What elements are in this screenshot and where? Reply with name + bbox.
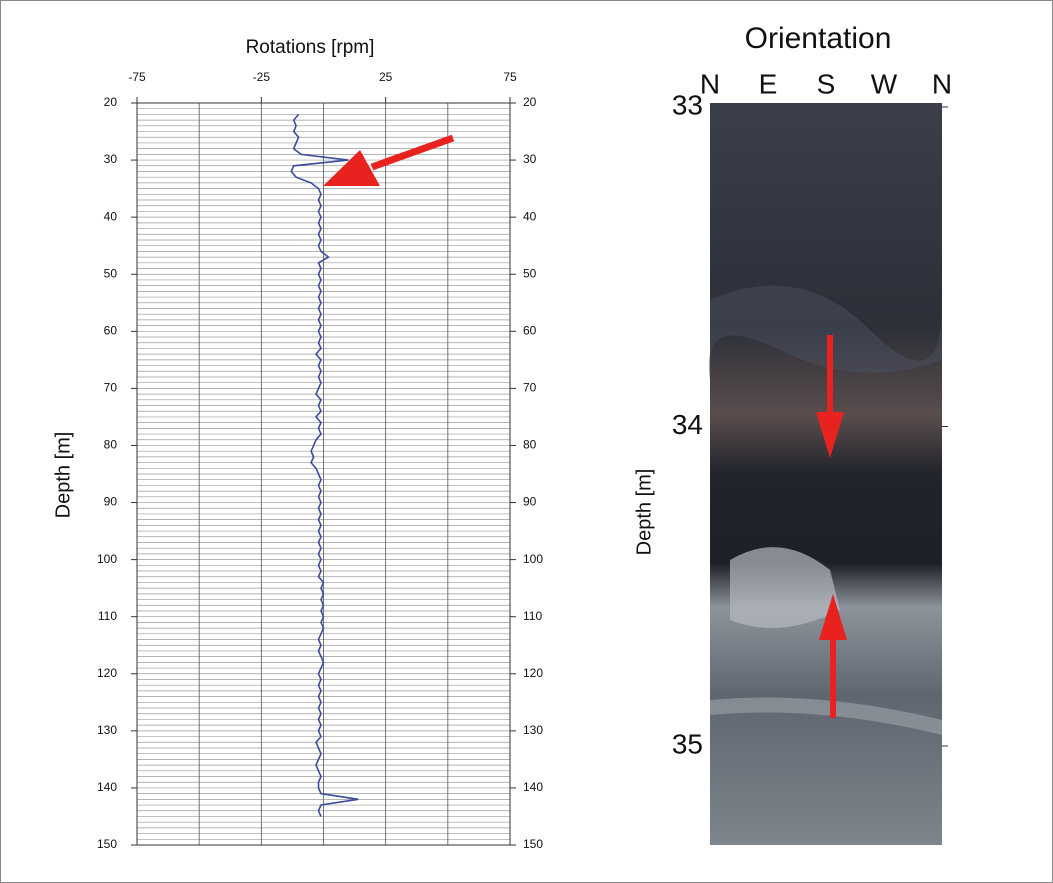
- y-tick-label: 33: [672, 89, 703, 120]
- arrow: [370, 134, 455, 171]
- y-axis-label: Depth [m]: [52, 432, 74, 519]
- x-tick-label: E: [759, 68, 778, 99]
- x-tick-label: 75: [503, 70, 517, 84]
- y-tick-label: 20: [104, 95, 118, 109]
- y-tick-label: 140: [97, 780, 117, 794]
- y-tick-label: 50: [104, 266, 118, 280]
- arrow: [323, 150, 380, 186]
- y-tick-label: 34: [672, 409, 703, 440]
- chart-title: Rotations [rpm]: [246, 37, 375, 58]
- y-tick-label: 80: [104, 438, 118, 452]
- y-tick-label: 90: [104, 495, 118, 509]
- x-tick-label: N: [932, 68, 952, 99]
- y-tick-label: 50: [523, 266, 537, 280]
- y-tick-label: 100: [97, 552, 117, 566]
- chart-title: Orientation: [745, 22, 892, 55]
- x-tick-label: N: [700, 68, 720, 99]
- y-tick-label: 30: [104, 152, 118, 166]
- x-tick-label: S: [817, 68, 836, 99]
- core-texture: [710, 697, 942, 735]
- core-texture: [730, 547, 840, 628]
- arrow: [819, 594, 847, 640]
- x-tick-label: W: [871, 68, 898, 99]
- y-tick-label: 100: [523, 552, 543, 566]
- y-tick-label: 70: [104, 381, 118, 395]
- y-tick-label: 130: [523, 723, 543, 737]
- plot-frame: [136, 102, 511, 846]
- core-texture: [708, 285, 942, 380]
- y-tick-label: 60: [523, 323, 537, 337]
- y-tick-label: 70: [523, 381, 537, 395]
- y-axis-label: Depth [m]: [633, 469, 655, 556]
- core-photo: [710, 103, 942, 845]
- y-tick-label: 140: [523, 780, 543, 794]
- y-tick-label: 150: [523, 837, 543, 851]
- y-tick-label: 40: [523, 209, 537, 223]
- x-tick-label: -25: [253, 70, 271, 84]
- y-tick-label: 80: [523, 438, 537, 452]
- x-tick-label: -75: [128, 70, 146, 84]
- y-tick-label: 110: [98, 609, 117, 623]
- y-tick-label: 130: [97, 723, 117, 737]
- y-tick-label: 120: [523, 666, 543, 680]
- y-tick-label: 90: [523, 495, 537, 509]
- x-tick-label: 25: [379, 70, 393, 84]
- y-tick-label: 110: [523, 609, 542, 623]
- y-tick-label: 20: [523, 95, 537, 109]
- y-tick-label: 35: [672, 728, 703, 759]
- data-line: [290, 113, 359, 817]
- y-tick-label: 30: [523, 152, 537, 166]
- y-tick-label: 150: [97, 837, 117, 851]
- y-tick-label: 60: [104, 323, 118, 337]
- y-tick-label: 120: [97, 666, 117, 680]
- y-tick-label: 40: [104, 209, 118, 223]
- arrow: [816, 412, 844, 458]
